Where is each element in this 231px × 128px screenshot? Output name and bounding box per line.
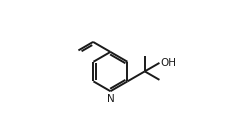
Text: OH: OH	[160, 58, 176, 68]
Text: N: N	[106, 94, 114, 104]
